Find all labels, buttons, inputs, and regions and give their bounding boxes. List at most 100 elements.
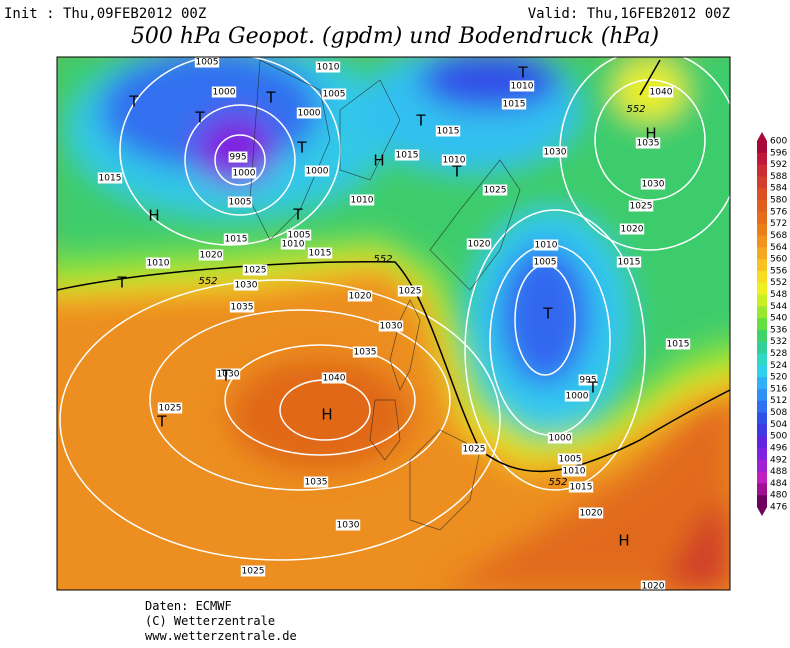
legend-level: 580 [770, 196, 787, 206]
isobar-label-box [435, 125, 461, 137]
init-time: Init : Thu,09FEB2012 00Z [4, 6, 206, 22]
isobar-label: 1000 [213, 88, 236, 98]
isobar-label-box [97, 172, 123, 184]
isobar-label-box [533, 239, 559, 251]
isobar-label-box [557, 453, 583, 465]
pressure-center: H [373, 152, 384, 170]
isobar-label-box [215, 368, 241, 380]
legend-level: 512 [770, 396, 787, 406]
pressure-center: T [451, 163, 462, 181]
isobar-label-box [568, 481, 594, 493]
legend-swatch [757, 412, 767, 425]
isobar-label-box [335, 519, 361, 531]
isobar-label: 1025 [399, 287, 422, 297]
legend-level: 536 [770, 325, 787, 335]
legend-swatch [757, 483, 767, 496]
isobar-label: 1025 [630, 202, 653, 212]
legend-swatch [757, 471, 767, 484]
pressure-center: T [128, 93, 139, 111]
isobar-label: 1005 [288, 231, 311, 241]
pressure-center: H [645, 125, 656, 143]
isobar-label: 1005 [229, 198, 252, 208]
pressure-center: H [618, 532, 629, 550]
isobar-label-box [648, 86, 674, 98]
isobar-label: 1030 [544, 148, 567, 158]
legend-level: 496 [770, 443, 787, 453]
legend-level: 532 [770, 337, 787, 347]
legend-swatch [757, 282, 767, 295]
legend-swatch [757, 377, 767, 390]
data-source: Daten: ECMWF [145, 599, 232, 613]
isobar-label-box [223, 233, 249, 245]
isobar-label: 1020 [200, 251, 223, 261]
isobar-label-box [482, 184, 508, 196]
isobar-label-box [242, 264, 268, 276]
legend-arrow-top [757, 132, 767, 141]
isobar-label: 1000 [233, 169, 256, 179]
isobar-label-box [561, 465, 587, 477]
isobar-label: 1040 [650, 88, 673, 98]
legend-swatch [757, 495, 767, 508]
isobar-label-box [352, 346, 378, 358]
isobar-label: 1020 [468, 240, 491, 250]
isobar-label-box [616, 256, 642, 268]
isobar-label-box [640, 178, 666, 190]
isobar-label-box [394, 149, 420, 161]
pressure-center: T [156, 413, 167, 431]
isobar-label-box [466, 238, 492, 250]
isobar-label: 1010 [147, 259, 170, 269]
legend-swatch [757, 400, 767, 414]
isobar-label: 1015 [309, 249, 332, 259]
legend-level: 552 [770, 278, 787, 288]
isobar-label: 1010 [351, 196, 374, 206]
legend-level: 588 [770, 172, 787, 182]
isobar-label: 1020 [580, 509, 603, 519]
isobar-label-box [665, 338, 691, 350]
legend-level: 584 [770, 184, 787, 194]
legend-level: 600 [770, 137, 787, 147]
isobar-label: 1010 [563, 467, 586, 477]
legend-level: 540 [770, 314, 787, 324]
isobar-label-box [397, 285, 423, 297]
isobar-label: 1020 [349, 292, 372, 302]
legend-level: 500 [770, 432, 787, 442]
isobar-label: 1035 [354, 348, 377, 358]
legend-swatch [757, 259, 767, 272]
isobar-label: 1005 [534, 258, 557, 268]
legend-level: 516 [770, 384, 787, 394]
isobar-label: 1030 [217, 370, 240, 380]
isobar-label: 1010 [317, 63, 340, 73]
isobar-label: 1025 [159, 404, 182, 414]
legend-level: 544 [770, 302, 787, 312]
isobar-label: 1020 [621, 225, 644, 235]
legend-swatch [757, 141, 767, 154]
geopotential-label: 552 [198, 276, 217, 287]
map-frame [56, 56, 731, 591]
legend-swatch [757, 164, 767, 177]
legend-swatch [757, 176, 767, 189]
pressure-center: T [517, 64, 528, 82]
geopotential-label: 552 [548, 477, 567, 488]
legend-swatch [757, 223, 767, 236]
isobar-label: 1005 [559, 455, 582, 465]
isobar-label-box [349, 194, 375, 206]
isobar-label-box [231, 167, 257, 179]
legend-level: 592 [770, 160, 787, 170]
isobar-label: 1000 [566, 392, 589, 402]
map-title: 500 hPa Geopot. (gpdm) und Bodendruck (h… [131, 24, 659, 49]
pressure-center: T [292, 206, 303, 224]
isobar-label-box [304, 165, 330, 177]
legend-swatch [757, 436, 767, 449]
isobar-label: 1015 [570, 483, 593, 493]
isobar-label: 1020 [642, 582, 665, 592]
isobar-label-box [229, 301, 255, 313]
isobar-label-box [635, 137, 661, 149]
pressure-center: T [220, 367, 231, 385]
pressure-center: T [542, 305, 553, 323]
legend-level: 548 [770, 290, 787, 300]
legend-level: 492 [770, 455, 787, 465]
